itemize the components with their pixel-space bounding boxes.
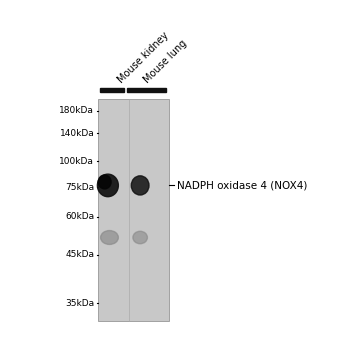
Ellipse shape	[97, 174, 118, 197]
Text: 140kDa: 140kDa	[60, 129, 94, 138]
Ellipse shape	[98, 175, 111, 189]
Ellipse shape	[101, 231, 118, 244]
Bar	[127, 88, 166, 92]
Text: NADPH oxidase 4 (NOX4): NADPH oxidase 4 (NOX4)	[177, 180, 308, 190]
Text: 100kDa: 100kDa	[59, 156, 94, 166]
Text: Mouse kidney: Mouse kidney	[116, 30, 171, 85]
Bar	[100, 88, 124, 92]
Ellipse shape	[131, 176, 149, 195]
Text: 35kDa: 35kDa	[65, 299, 94, 308]
Text: Mouse lung: Mouse lung	[142, 38, 189, 85]
Text: 45kDa: 45kDa	[65, 250, 94, 259]
Ellipse shape	[133, 231, 147, 244]
Text: 180kDa: 180kDa	[59, 106, 94, 115]
Text: 75kDa: 75kDa	[65, 183, 94, 192]
Text: 60kDa: 60kDa	[65, 212, 94, 221]
Bar	[98, 99, 169, 321]
